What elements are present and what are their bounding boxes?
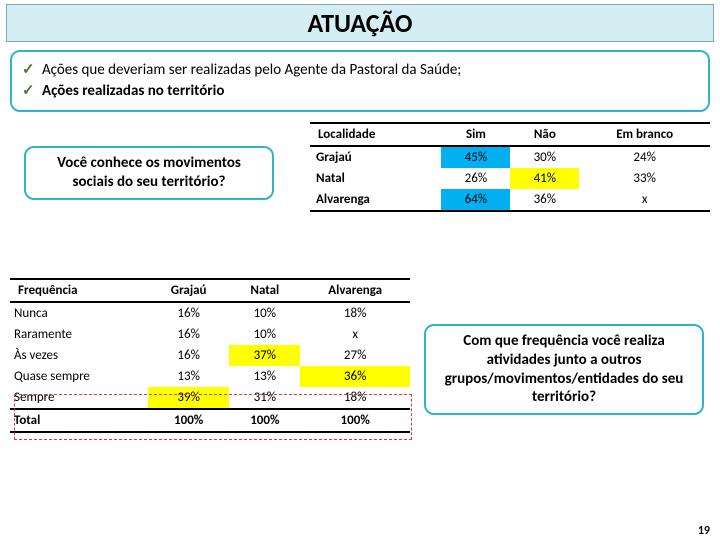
page-number: 19: [698, 524, 710, 538]
table-row: Nunca16%10%18%: [10, 302, 410, 324]
cell-natal: 13%: [229, 366, 300, 387]
cell-freq: Sempre: [10, 387, 148, 409]
cell-alvarenga: 18%: [300, 387, 410, 409]
table-row: Às vezes16%37%27%: [10, 345, 410, 366]
col-head: Em branco: [579, 123, 710, 146]
cell-grajau: 16%: [148, 302, 229, 324]
cell-branco: x: [579, 189, 710, 211]
cell-sim: 64%: [441, 189, 510, 211]
cell-total: 100%: [229, 409, 300, 432]
col-head: Localidade: [310, 123, 441, 146]
col-head: Alvarenga: [300, 279, 410, 302]
cell-grajau: 39%: [148, 387, 229, 409]
table2-wrap: Frequência Grajaú Natal Alvarenga Nunca1…: [10, 278, 410, 433]
table-header-row: Frequência Grajaú Natal Alvarenga: [10, 279, 410, 302]
bullet-item: ✓ Ações realizadas no território: [22, 81, 698, 100]
cell-alvarenga: 36%: [300, 366, 410, 387]
cell-localidade: Alvarenga: [310, 189, 441, 211]
col-head: Natal: [229, 279, 300, 302]
cell-natal: 37%: [229, 345, 300, 366]
table-header-row: Localidade Sim Não Em branco: [310, 123, 710, 146]
question-text: Você conhece os movimentos sociais do se…: [57, 154, 241, 191]
table-frequencia: Frequência Grajaú Natal Alvarenga Nunca1…: [10, 278, 410, 433]
cell-localidade: Grajaú: [310, 146, 441, 168]
table-row: Alvarenga64%36%x: [310, 189, 710, 211]
table-row: Raramente16%10%x: [10, 324, 410, 345]
bullet-text: Ações que deveriam ser realizadas pelo A…: [42, 61, 461, 79]
table-row: Natal26%41%33%: [310, 168, 710, 189]
cell-total: 100%: [300, 409, 410, 432]
cell-grajau: 13%: [148, 366, 229, 387]
cell-natal: 10%: [229, 324, 300, 345]
cell-freq: Quase sempre: [10, 366, 148, 387]
cell-alvarenga: x: [300, 324, 410, 345]
cell-branco: 33%: [579, 168, 710, 189]
cell-localidade: Natal: [310, 168, 441, 189]
col-head: Não: [510, 123, 579, 146]
col-head: Sim: [441, 123, 510, 146]
cell-total: 100%: [148, 409, 229, 432]
cell-sim: 45%: [441, 146, 510, 168]
bullet-text: Ações realizadas no território: [42, 82, 224, 100]
table-row: Quase sempre13%13%36%: [10, 366, 410, 387]
cell-freq: Às vezes: [10, 345, 148, 366]
bullet-item: ✓ Ações que deveriam ser realizadas pelo…: [22, 60, 698, 79]
question-text: Com que frequência você realiza atividad…: [445, 332, 684, 406]
cell-grajau: 16%: [148, 324, 229, 345]
cell-natal: 10%: [229, 302, 300, 324]
cell-nao: 36%: [510, 189, 579, 211]
cell-grajau: 16%: [148, 345, 229, 366]
check-icon: ✓: [22, 82, 35, 100]
cell-natal: 31%: [229, 387, 300, 409]
table-row: Sempre39%31%18%: [10, 387, 410, 409]
table1-wrap: Localidade Sim Não Em branco Grajaú45%30…: [310, 122, 710, 212]
cell-freq: Nunca: [10, 302, 148, 324]
title-bar: ATUAÇÃO: [6, 4, 714, 42]
check-icon: ✓: [22, 61, 35, 79]
cell-branco: 24%: [579, 146, 710, 168]
cell-alvarenga: 27%: [300, 345, 410, 366]
cell-total: Total: [10, 409, 148, 432]
cell-nao: 30%: [510, 146, 579, 168]
bullets-box: ✓ Ações que deveriam ser realizadas pelo…: [10, 50, 710, 112]
question-box-1: Você conhece os movimentos sociais do se…: [24, 146, 274, 200]
page-title: ATUAÇÃO: [7, 7, 713, 39]
table-row: Grajaú45%30%24%: [310, 146, 710, 168]
cell-alvarenga: 18%: [300, 302, 410, 324]
cell-freq: Raramente: [10, 324, 148, 345]
table-localidade: Localidade Sim Não Em branco Grajaú45%30…: [310, 122, 710, 212]
table-row-total: Total100%100%100%: [10, 409, 410, 432]
cell-nao: 41%: [510, 168, 579, 189]
cell-sim: 26%: [441, 168, 510, 189]
col-head: Grajaú: [148, 279, 229, 302]
col-head: Frequência: [10, 279, 148, 302]
question-box-2: Com que frequência você realiza atividad…: [424, 324, 704, 415]
